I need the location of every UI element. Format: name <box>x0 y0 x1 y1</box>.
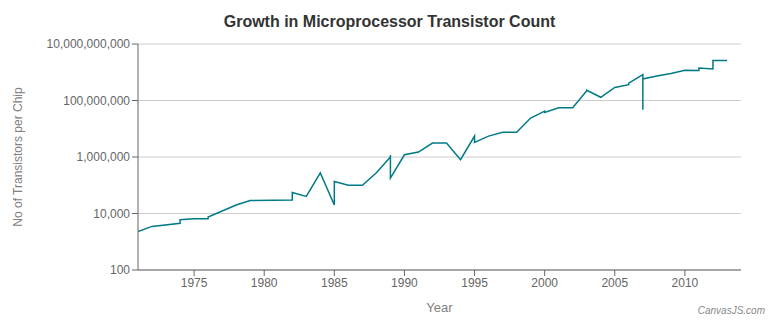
svg-text:100: 100 <box>110 263 130 277</box>
svg-text:10,000: 10,000 <box>93 207 130 221</box>
svg-text:1990: 1990 <box>391 276 418 290</box>
svg-text:1980: 1980 <box>251 276 278 290</box>
svg-text:No of Transistors per Chip: No of Transistors per Chip <box>11 87 25 227</box>
svg-text:1995: 1995 <box>461 276 488 290</box>
html-text:Growth in Microprocessor Trans: Growth in Microprocessor Transistor Coun… <box>223 13 556 30</box>
svg-text:1985: 1985 <box>321 276 348 290</box>
svg-text:10,000,000,000: 10,000,000,000 <box>47 37 131 51</box>
svg-text:Year: Year <box>426 300 453 315</box>
svg-text:1975: 1975 <box>181 276 208 290</box>
html-text:CanvasJS.com: CanvasJS.com <box>697 305 765 316</box>
svg-text:100,000,000: 100,000,000 <box>63 94 130 108</box>
svg-text:2010: 2010 <box>672 276 699 290</box>
svg-text:1,000,000: 1,000,000 <box>77 150 131 164</box>
svg-text:2005: 2005 <box>601 276 628 290</box>
svg-text:2000: 2000 <box>531 276 558 290</box>
